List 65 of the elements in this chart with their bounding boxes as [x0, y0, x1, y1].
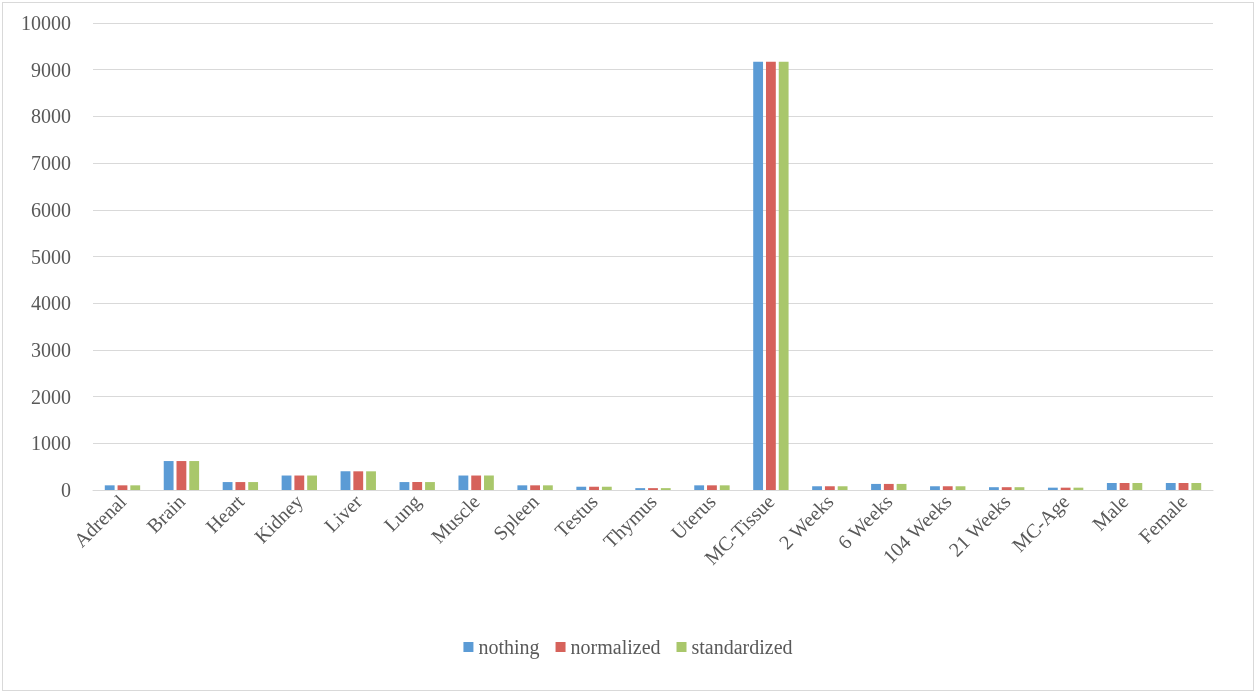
bar [1106, 483, 1117, 490]
bar [117, 485, 128, 490]
bar [484, 475, 494, 490]
bar [176, 461, 187, 490]
y-tick-label: 4000 [31, 292, 71, 315]
bar [871, 483, 881, 490]
bar [942, 486, 953, 490]
bar [471, 475, 482, 490]
y-tick-label: 7000 [31, 152, 71, 175]
bar [883, 483, 894, 490]
bar [530, 485, 541, 490]
bar [458, 475, 469, 490]
bar [353, 471, 364, 490]
bar [707, 485, 717, 490]
bar [812, 486, 822, 490]
y-tick-label: 6000 [31, 198, 71, 221]
legend-label: standardized [691, 636, 793, 658]
bar [753, 61, 764, 490]
bar [294, 475, 305, 490]
bar [542, 485, 553, 490]
y-tick-label: 0 [61, 479, 71, 501]
bar [1001, 487, 1012, 490]
bar [955, 486, 966, 490]
bar [778, 61, 789, 490]
y-tick-label: 8000 [31, 105, 71, 128]
bar [576, 486, 587, 490]
bar [896, 483, 907, 490]
bar [589, 486, 599, 490]
bar [517, 485, 528, 490]
bar [399, 482, 410, 490]
bar [694, 485, 705, 490]
bar [1014, 487, 1025, 490]
y-tick-label: 9000 [31, 58, 71, 81]
bar [1119, 483, 1130, 490]
bar [1165, 483, 1176, 490]
bar [425, 482, 435, 490]
bar [104, 485, 115, 490]
bar [163, 461, 174, 490]
bar [930, 486, 940, 490]
y-tick-label: 5000 [31, 245, 71, 268]
legend-label: nothing [478, 636, 540, 659]
bar [130, 485, 141, 490]
y-tick-label: 10000 [21, 12, 71, 34]
bar [222, 482, 233, 490]
y-tick-label: 3000 [31, 338, 71, 361]
bar [248, 482, 259, 490]
bar [989, 487, 999, 490]
bar [307, 475, 317, 490]
bar [366, 471, 376, 490]
legend-label: normalized [570, 636, 661, 658]
bar [1178, 483, 1189, 490]
y-tick-label: 1000 [31, 432, 71, 455]
bar [340, 471, 351, 490]
bar [1132, 483, 1143, 490]
bar [601, 486, 612, 490]
bar [719, 485, 730, 490]
bar [412, 482, 423, 490]
bar [824, 486, 835, 490]
y-tick-label: 2000 [31, 385, 71, 408]
bar [189, 461, 200, 490]
bar [765, 61, 776, 490]
bar [235, 482, 246, 490]
bar [1191, 483, 1202, 490]
x-tick-label: Male [1087, 490, 1133, 535]
bar [837, 486, 848, 490]
